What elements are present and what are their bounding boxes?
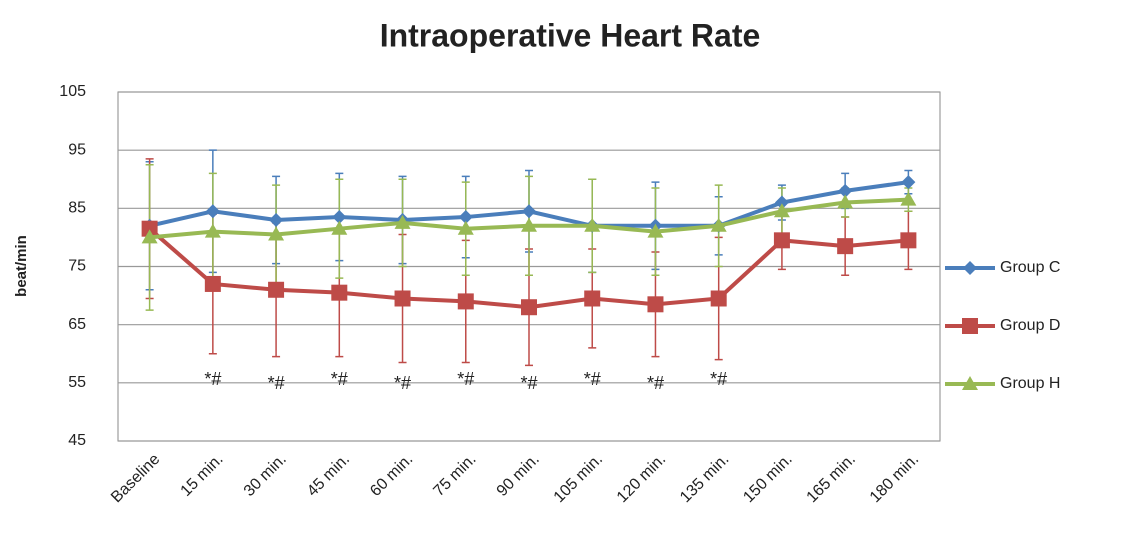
annotation: *# (520, 373, 537, 393)
marker (837, 238, 854, 255)
annotation: *# (457, 369, 474, 389)
marker (331, 220, 348, 235)
x-tick-label: 45 min. (304, 451, 353, 500)
y-tick-label: 105 (59, 83, 86, 100)
annotation: *# (647, 373, 664, 393)
marker (394, 290, 411, 307)
marker (900, 191, 917, 206)
y-tick-label: 45 (68, 432, 86, 449)
marker (269, 212, 284, 227)
marker (838, 183, 853, 198)
marker (710, 217, 727, 232)
marker (457, 220, 474, 235)
x-tick-label: 150 min. (740, 451, 795, 506)
x-tick-label: 165 min. (804, 451, 859, 506)
marker (205, 204, 220, 219)
y-tick-label: 85 (68, 200, 86, 217)
annotation: *# (710, 369, 727, 389)
marker (331, 284, 348, 301)
marker (522, 204, 536, 219)
marker (773, 232, 790, 249)
annotation: *# (331, 369, 348, 389)
y-tick-label: 65 (68, 316, 86, 333)
annotation: *# (394, 373, 411, 393)
marker (204, 223, 221, 238)
x-tick-label: 75 min. (430, 451, 479, 500)
legend-label: Group C (1000, 259, 1060, 276)
marker (204, 275, 221, 292)
marker (962, 376, 978, 390)
marker (647, 296, 664, 313)
marker (647, 223, 664, 238)
chart-title: Intraoperative Heart Rate (380, 17, 761, 53)
legend-label: Group D (1000, 317, 1060, 334)
y-tick-label: 55 (68, 374, 86, 391)
marker (774, 195, 789, 210)
marker (963, 261, 977, 275)
marker (521, 217, 537, 232)
x-tick-label: 120 min. (614, 451, 669, 506)
annotation: *# (584, 369, 601, 389)
y-tick-label: 95 (68, 141, 86, 158)
x-tick-label: 180 min. (867, 451, 922, 506)
x-tick-label: 90 min. (494, 451, 543, 500)
x-tick-label: 135 min. (677, 451, 732, 506)
annotation: *# (204, 369, 221, 389)
marker (394, 214, 411, 229)
y-tick-label: 75 (68, 258, 86, 275)
y-axis-label: beat/min (13, 235, 30, 297)
marker (901, 175, 916, 190)
x-tick-label: 30 min. (241, 451, 290, 500)
marker (521, 299, 537, 316)
marker (900, 232, 917, 249)
marker (962, 318, 978, 334)
marker (837, 194, 854, 209)
annotation: *# (268, 373, 285, 393)
legend-label: Group H (1000, 375, 1060, 392)
x-tick-label: Baseline (108, 451, 164, 507)
marker (710, 290, 727, 307)
marker (458, 210, 473, 225)
marker (268, 281, 285, 298)
marker (457, 293, 474, 310)
x-tick-label: 15 min. (178, 451, 227, 500)
marker (141, 229, 158, 244)
marker (268, 226, 285, 241)
marker (584, 217, 601, 232)
marker (584, 290, 601, 307)
x-tick-label: 60 min. (367, 451, 416, 500)
marker (773, 203, 790, 218)
marker (141, 220, 158, 237)
marker (332, 210, 347, 225)
x-tick-label: 105 min. (551, 451, 606, 506)
